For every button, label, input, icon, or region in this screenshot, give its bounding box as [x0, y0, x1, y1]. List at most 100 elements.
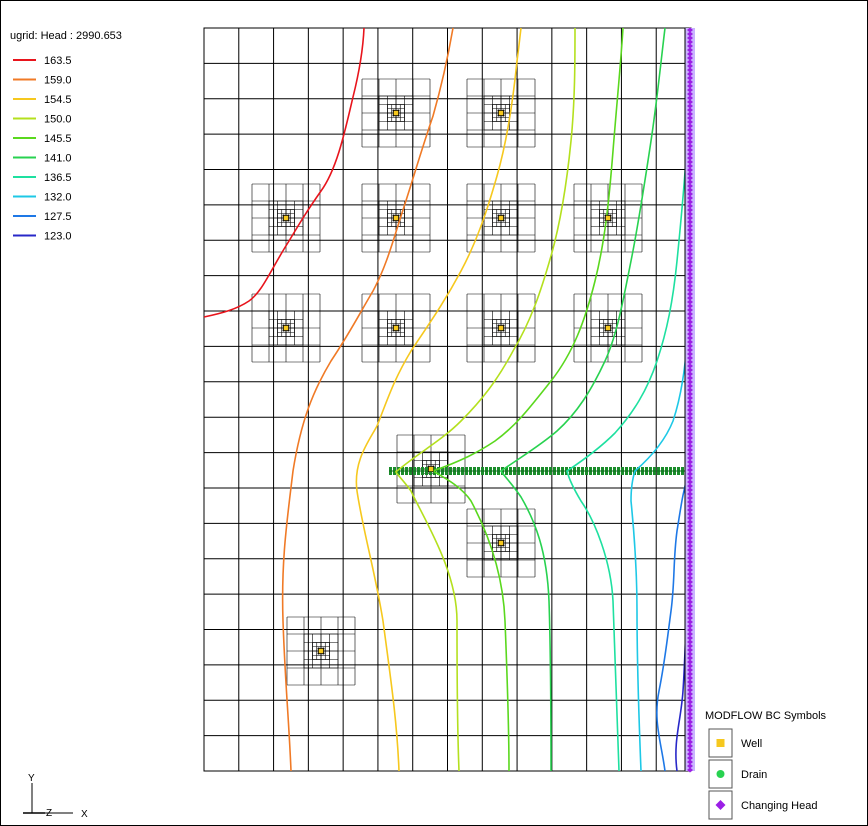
changing-head-cell	[687, 715, 693, 721]
changing-head-cell	[687, 287, 693, 293]
changing-head-cell	[687, 463, 693, 469]
drain-row	[389, 467, 689, 475]
changing-head-cell	[687, 203, 693, 209]
bc-symbols-legend: MODFLOW BC Symbols Well Drain Changing Hea…	[705, 710, 827, 820]
changing-head-cell	[687, 363, 693, 369]
changing-head-cell	[687, 527, 693, 533]
changing-head-cell	[687, 631, 693, 637]
changing-head-cell	[687, 323, 693, 329]
changing-head-cell	[687, 163, 693, 169]
contour-line	[656, 470, 690, 772]
changing-head-cell	[687, 207, 693, 213]
changing-head-cell	[687, 727, 693, 733]
changing-head-cell	[687, 355, 693, 361]
changing-head-cell	[687, 587, 693, 593]
changing-head-cell	[687, 187, 693, 193]
changing-head-cell	[687, 291, 693, 297]
changing-head-cell	[687, 35, 693, 41]
changing-head-cell	[687, 155, 693, 161]
changing-head-cell	[687, 555, 693, 561]
changing-head-cell	[687, 67, 693, 73]
changing-head-cell	[687, 627, 693, 633]
changing-head-cell	[687, 239, 693, 245]
changing-head-cell	[687, 615, 693, 621]
changing-head-cell	[687, 335, 693, 341]
changing-head-cell	[687, 359, 693, 365]
changing-head-cell	[687, 263, 693, 269]
changing-head-cell	[687, 459, 693, 465]
changing-head-cell	[687, 131, 693, 137]
contour-line	[499, 27, 666, 772]
changing-head-cell	[687, 467, 693, 473]
legend-label: 159.0	[44, 75, 72, 87]
changing-head-cell	[687, 683, 693, 689]
changing-head-cell	[687, 271, 693, 277]
changing-head-cell	[687, 31, 693, 37]
changing-head-cell	[687, 195, 693, 201]
changing-head-cell	[687, 443, 693, 449]
well-marker	[428, 466, 434, 472]
changing-head-cell	[687, 151, 693, 157]
changing-head-cell	[687, 595, 693, 601]
contour-line	[630, 280, 691, 772]
changing-head-cell	[687, 303, 693, 309]
changing-head-cell	[687, 227, 693, 233]
changing-head-cell	[687, 563, 693, 569]
changing-head-cell	[687, 475, 693, 481]
changing-head-cell	[687, 319, 693, 325]
changing-head-cell	[687, 147, 693, 153]
changing-head-cell	[687, 351, 693, 357]
changing-head-cell	[687, 327, 693, 333]
legend-label: 141.0	[44, 153, 72, 165]
changing-head-cell	[687, 83, 693, 89]
well-marker	[498, 325, 504, 331]
bc-symbol-label: Changing Head	[741, 800, 817, 812]
changing-head-cell	[687, 435, 693, 441]
contour-line	[355, 27, 522, 772]
changing-head-cell	[687, 487, 693, 493]
bc-symbol-label: Well	[741, 738, 762, 750]
legend-label: 123.0	[44, 231, 72, 243]
contour-line	[566, 60, 690, 772]
changing-head-cell	[687, 763, 693, 769]
changing-head-cell	[687, 639, 693, 645]
well-marker	[498, 215, 504, 221]
changing-head-cell	[687, 231, 693, 237]
changing-head-cell	[687, 223, 693, 229]
changing-head-cell	[687, 495, 693, 501]
changing-head-cell	[687, 635, 693, 641]
well-marker	[393, 110, 399, 116]
changing-head-cell	[687, 707, 693, 713]
changing-head-cell	[687, 691, 693, 697]
changing-head-cell	[687, 159, 693, 165]
changing-head-cell	[687, 211, 693, 217]
changing-head-cell	[687, 95, 693, 101]
changing-head-cell	[687, 755, 693, 761]
changing-head-column	[684, 27, 695, 773]
changing-head-cell	[687, 43, 693, 49]
changing-head-cell	[687, 699, 693, 705]
changing-head-cell	[687, 415, 693, 421]
changing-head-cell	[687, 215, 693, 221]
changing-head-cell	[687, 523, 693, 529]
changing-head-cell	[687, 543, 693, 549]
bc-symbol-label: Drain	[741, 769, 767, 781]
changing-head-cell	[687, 143, 693, 149]
changing-head-cell	[687, 499, 693, 505]
changing-head-cell	[687, 671, 693, 677]
changing-head-cell	[687, 371, 693, 377]
changing-head-cell	[687, 483, 693, 489]
changing-head-cell	[687, 347, 693, 353]
changing-head-cell	[687, 675, 693, 681]
changing-head-cell	[687, 251, 693, 257]
well-marker	[605, 215, 611, 221]
changing-head-cell	[687, 259, 693, 265]
changing-head-cell	[687, 759, 693, 765]
changing-head-cell	[687, 607, 693, 613]
changing-head-cell	[687, 439, 693, 445]
changing-head-symbol-icon	[715, 800, 726, 810]
changing-head-cell	[687, 419, 693, 425]
legend-label: 163.5	[44, 55, 72, 67]
